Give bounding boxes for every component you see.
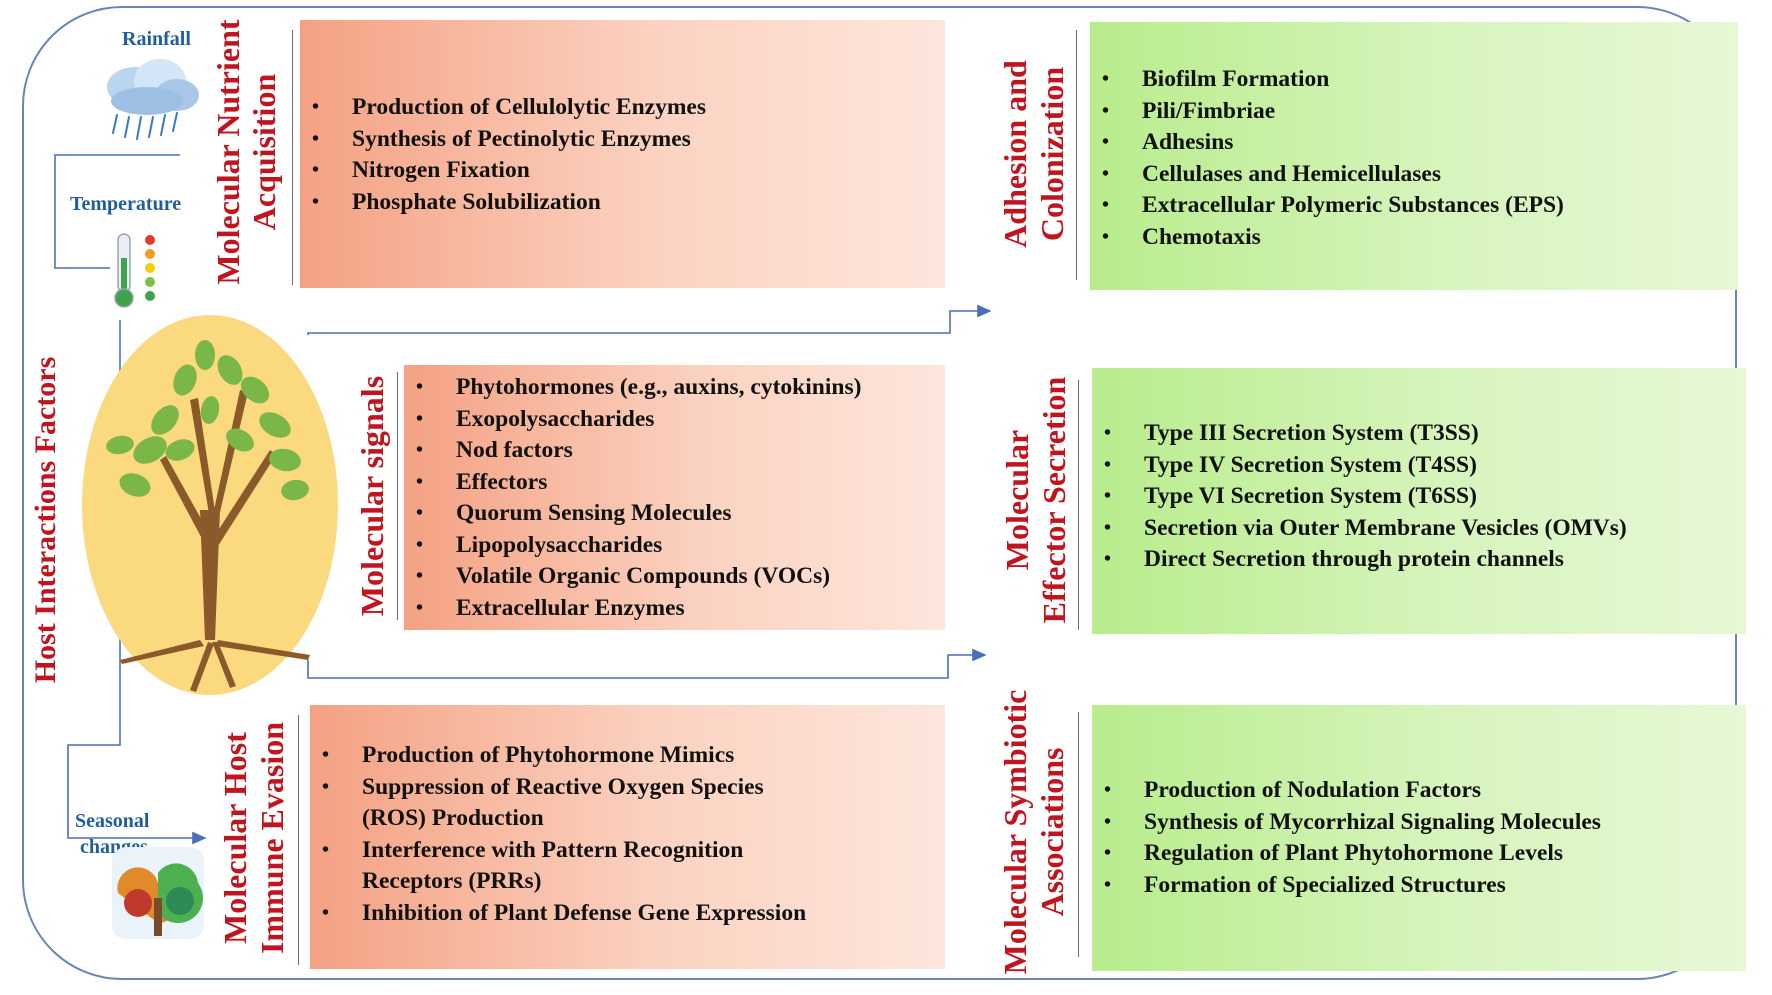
- adhesion-colonization-divider: [1076, 30, 1077, 280]
- list-item: Nod factors: [404, 435, 945, 467]
- list-item: Interference with Pattern Recognition Re…: [310, 835, 802, 898]
- list-item: Synthesis of Pectinolytic Enzymes: [300, 124, 945, 156]
- nutrient-acquisition-list: Production of Cellulolytic Enzymes Synth…: [300, 92, 945, 218]
- rain-cloud-icon: [107, 59, 199, 140]
- list-item: Adhesins: [1090, 127, 1738, 159]
- immune-evasion-title-line1: Molecular Host: [217, 732, 253, 944]
- list-item: Production of Nodulation Factors: [1092, 775, 1746, 807]
- symbiotic-associations-title-line2: Associations: [1034, 747, 1070, 917]
- symbiotic-associations-title-line1: Molecular Symbiotic: [997, 689, 1033, 975]
- list-item: Formation of Specialized Structures: [1092, 870, 1746, 902]
- list-item: Extracellular Enzymes: [404, 593, 945, 625]
- list-item: Chemotaxis: [1090, 222, 1738, 254]
- list-item: Effectors: [404, 467, 945, 499]
- immune-evasion-divider: [298, 715, 299, 965]
- tree-icon: [82, 315, 338, 695]
- symbiotic-associations-list: Production of Nodulation Factors Synthes…: [1092, 775, 1746, 901]
- nutrient-acquisition-title-line2: Acquisition: [246, 73, 282, 231]
- list-item: Production of Phytohormone Mimics: [310, 740, 945, 772]
- adhesion-colonization-title-line1: Adhesion and: [997, 60, 1033, 248]
- list-item: Type VI Secretion System (T6SS): [1092, 481, 1746, 513]
- list-item: Type IV Secretion System (T4SS): [1092, 450, 1746, 482]
- effector-secretion-title-line1: Molecular: [999, 429, 1035, 571]
- list-item: Synthesis of Mycorrhizal Signaling Molec…: [1092, 807, 1746, 839]
- list-item: Production of Cellulolytic Enzymes: [300, 92, 945, 124]
- seasonal-label-line1: Seasonal: [75, 810, 150, 832]
- adhesion-colonization-box: Biofilm Formation Pili/Fimbriae Adhesins…: [1090, 22, 1738, 290]
- list-item: Extracellular Polymeric Substances (EPS): [1090, 190, 1738, 222]
- nutrient-acquisition-title-line1: Molecular Nutrient: [210, 19, 246, 285]
- list-item: Secretion via Outer Membrane Vesicles (O…: [1092, 513, 1746, 545]
- seasons-tree-icon: [112, 847, 204, 939]
- list-item: Direct Secretion through protein channel…: [1092, 544, 1746, 576]
- molecular-signals-list: Phytohormones (e.g., auxins, cytokinins)…: [404, 372, 945, 624]
- list-item: Biofilm Formation: [1090, 64, 1738, 96]
- immune-evasion-box: Production of Phytohormone Mimics Suppre…: [310, 705, 945, 969]
- list-item: Cellulases and Hemicellulases: [1090, 159, 1738, 191]
- list-item: Quorum Sensing Molecules: [404, 498, 945, 530]
- molecular-signals-box: Phytohormones (e.g., auxins, cytokinins)…: [404, 365, 945, 630]
- effector-secretion-title-line2: Effector Secretion: [1036, 376, 1072, 624]
- effector-secretion-list: Type III Secretion System (T3SS) Type IV…: [1092, 418, 1746, 576]
- list-item: Type III Secretion System (T3SS): [1092, 418, 1746, 450]
- list-item: Exopolysaccharides: [404, 404, 945, 436]
- immune-evasion-title-line2: Immune Evasion: [254, 721, 290, 955]
- list-item: Phosphate Solubilization: [300, 187, 945, 219]
- adhesion-colonization-title-line2: Colonization: [1034, 66, 1070, 242]
- list-item: Suppression of Reactive Oxygen Species (…: [310, 772, 782, 835]
- adhesion-colonization-list: Biofilm Formation Pili/Fimbriae Adhesins…: [1090, 64, 1738, 253]
- rainfall-label: Rainfall: [122, 28, 191, 50]
- nutrient-acquisition-box: Production of Cellulolytic Enzymes Synth…: [300, 20, 945, 288]
- temperature-label: Temperature: [70, 193, 182, 215]
- list-item: Lipopolysaccharides: [404, 530, 945, 562]
- list-item: Regulation of Plant Phytohormone Levels: [1092, 838, 1746, 870]
- nutrient-acquisition-divider: [292, 30, 293, 285]
- list-item: Phytohormones (e.g., auxins, cytokinins): [404, 372, 945, 404]
- symbiotic-associations-box: Production of Nodulation Factors Synthes…: [1092, 705, 1746, 971]
- list-item: Nitrogen Fixation: [300, 155, 945, 187]
- immune-evasion-list: Production of Phytohormone Mimics Suppre…: [310, 740, 945, 929]
- list-item: Volatile Organic Compounds (VOCs): [404, 561, 945, 593]
- effector-secretion-box: Type III Secretion System (T3SS) Type IV…: [1092, 368, 1746, 634]
- molecular-signals-divider: [397, 372, 398, 620]
- effector-secretion-divider: [1078, 380, 1079, 630]
- thermometer-icon: [114, 233, 155, 308]
- list-item: Inhibition of Plant Defense Gene Express…: [310, 898, 945, 930]
- list-item: Pili/Fimbriae: [1090, 96, 1738, 128]
- molecular-signals-title: Molecular signals: [354, 375, 390, 617]
- symbiotic-associations-divider: [1078, 712, 1079, 957]
